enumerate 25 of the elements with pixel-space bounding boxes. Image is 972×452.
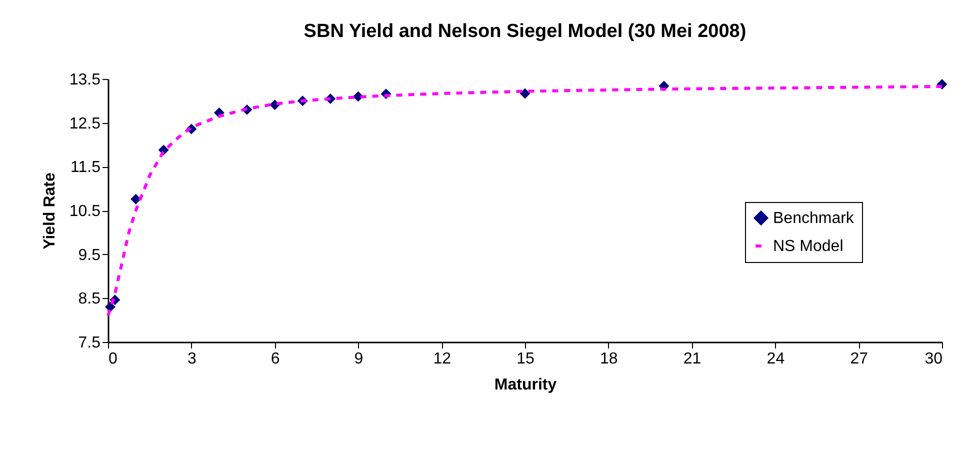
y-tick-label: 9.5: [78, 246, 101, 264]
point: [130, 194, 142, 204]
x-tick-label: 6: [270, 350, 280, 368]
x-tick-label: 0: [108, 350, 118, 368]
x-tick-label: 27: [850, 350, 868, 368]
x-tick-label: 21: [683, 350, 702, 368]
y-tick-label: 7.5: [78, 334, 101, 352]
x-tick-label: 24: [766, 350, 785, 368]
y-tick-label: 12.5: [69, 115, 101, 132]
x-tick-label: 30: [924, 350, 943, 368]
x-axis-title: Maturity: [494, 376, 557, 394]
x-tick-label: 12: [433, 350, 452, 368]
point: [520, 88, 530, 99]
legend-label: Benchmark: [773, 210, 855, 227]
y-tick-label: 8.5: [78, 290, 101, 308]
y-axis-title: Yield Rate: [41, 172, 58, 250]
chart-title: SBN Yield and Nelson Siegel Model (30 Mei 2008): [304, 21, 746, 42]
y-tick-label: 13.5: [69, 72, 101, 88]
y-tick-label: 10.5: [69, 203, 101, 220]
legend-label: NS Model: [773, 238, 844, 255]
y-tick-label: 11.5: [70, 159, 101, 176]
x-tick-label: 3: [187, 350, 196, 368]
x-tick-label: 9: [354, 350, 364, 368]
x-tick-label: 15: [516, 350, 534, 368]
x-tick-label: 18: [600, 350, 618, 368]
